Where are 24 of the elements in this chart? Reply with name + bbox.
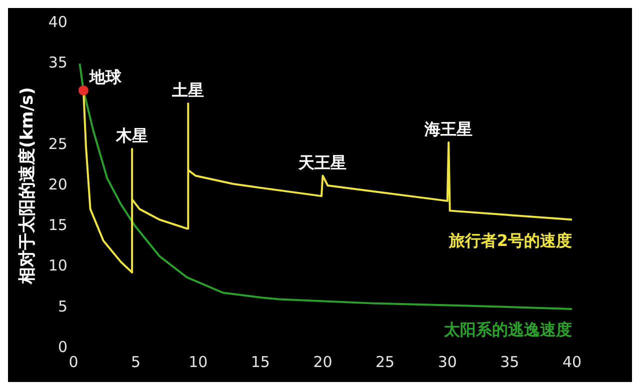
- x-tick-label: 25: [376, 352, 395, 371]
- x-tick-label: 40: [562, 352, 582, 371]
- x-tick-label: 20: [313, 352, 332, 371]
- y-tick-label: 20: [48, 175, 68, 194]
- y-tick-label: 5: [58, 297, 68, 316]
- annotation: 海王星: [424, 120, 473, 139]
- y-tick-label: 10: [48, 256, 68, 275]
- y-tick-label: 0: [58, 338, 68, 356]
- annotation: 天王星: [298, 152, 347, 172]
- x-tick-label: 15: [250, 352, 270, 371]
- y-tick-label: 25: [48, 134, 68, 153]
- annotation: 木星: [115, 126, 148, 146]
- x-tick-label: 5: [131, 352, 141, 371]
- series-label: 太阳系的逃逸速度: [443, 320, 572, 340]
- y-tick-label: 35: [48, 54, 68, 72]
- y-axis-title: 相对于太阳的速度(km/s): [18, 87, 38, 285]
- y-tick-label: 15: [48, 216, 68, 234]
- x-tick-label: 35: [500, 352, 520, 371]
- y-tick-label: 40: [48, 12, 68, 31]
- series-label: 旅行者2号的速度: [448, 230, 572, 250]
- x-tick-label: 30: [438, 352, 457, 371]
- x-tick-label: 10: [188, 352, 208, 371]
- annotation: 土星: [171, 80, 204, 100]
- annotation: 地球: [88, 68, 122, 87]
